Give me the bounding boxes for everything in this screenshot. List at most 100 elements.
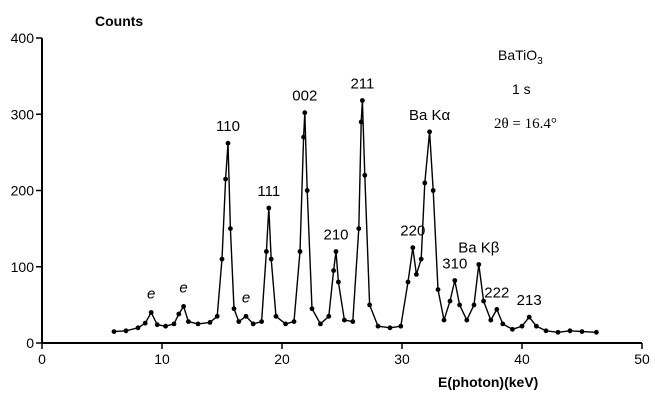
x-tick-label: 40 — [514, 351, 530, 367]
escape-peak-label: e — [242, 289, 250, 306]
data-point — [171, 321, 177, 327]
data-point — [225, 140, 231, 146]
data-point — [579, 329, 585, 334]
x-tick-label: 30 — [394, 351, 410, 367]
data-point — [534, 323, 539, 329]
info-box: BaTiO3 1 s 2θ = 16.4° — [494, 47, 557, 132]
peak-label: 211 — [350, 76, 374, 93]
y-tick-label: 0 — [26, 335, 34, 351]
y-tick-label: 200 — [11, 183, 35, 199]
escape-peak-label: e — [147, 286, 155, 303]
y-tick-label: 100 — [11, 259, 35, 275]
data-point — [214, 313, 220, 319]
data-point — [135, 325, 141, 331]
data-point — [435, 287, 441, 292]
data-point — [318, 321, 323, 327]
peak-label: 220 — [400, 223, 425, 240]
data-point — [186, 319, 191, 324]
data-point — [302, 110, 308, 116]
axes: 0 10 20 30 40 50 0 100 200 300 400 — [11, 30, 650, 367]
data-point — [422, 180, 428, 186]
data-point — [430, 188, 436, 193]
data-point — [405, 279, 411, 285]
data-point — [567, 328, 573, 334]
data-point — [555, 329, 561, 335]
peak-label: 110 — [216, 118, 240, 135]
time-label: 1 s — [512, 81, 531, 97]
data-point — [500, 321, 506, 327]
data-point — [283, 321, 288, 327]
data-point — [594, 329, 599, 335]
data-point — [427, 129, 432, 135]
data-point — [342, 317, 347, 323]
data-point — [259, 319, 264, 324]
x-ticks: 0 10 20 30 40 50 — [38, 343, 650, 367]
data-point — [510, 326, 515, 332]
data-point — [264, 249, 269, 254]
data-point — [163, 323, 169, 329]
data-point — [142, 320, 148, 326]
data-point — [367, 302, 372, 308]
data-point — [333, 249, 339, 254]
data-point — [350, 319, 356, 324]
data-point — [358, 119, 364, 125]
data-point — [273, 313, 279, 319]
peak-label: 002 — [292, 88, 317, 105]
peak-label: 310 — [442, 255, 467, 272]
x-tick-label: 10 — [154, 351, 170, 367]
data-point — [398, 323, 404, 329]
peak-label: 210 — [323, 227, 348, 244]
data-point — [195, 321, 201, 327]
y-ticks: 0 100 200 300 400 — [11, 30, 42, 351]
data-point — [441, 317, 447, 323]
data-point — [181, 304, 187, 309]
data-point — [488, 317, 494, 323]
x-tick-label: 20 — [274, 351, 290, 367]
data-point — [291, 319, 297, 324]
data-point — [356, 226, 362, 232]
data-point — [250, 321, 256, 327]
data-point — [410, 245, 416, 251]
data-point — [476, 262, 482, 267]
data-point — [452, 278, 458, 283]
data-point — [236, 319, 242, 324]
peak-label: 213 — [517, 292, 542, 309]
data-point — [360, 98, 365, 103]
y-tick-label: 400 — [11, 30, 35, 46]
x-tick-label: 0 — [38, 351, 46, 367]
data-point — [326, 313, 332, 319]
data-point — [447, 298, 453, 304]
data-point — [154, 322, 160, 328]
data-point — [494, 307, 500, 312]
data-point — [301, 134, 306, 140]
data-point — [457, 302, 462, 308]
data-point — [362, 172, 368, 178]
data-point — [331, 268, 336, 273]
data-point — [375, 323, 381, 329]
peak-label: 111 — [257, 183, 280, 200]
data-point — [228, 226, 233, 232]
material-base: BaTiO — [498, 47, 537, 63]
points-layer — [111, 98, 599, 335]
y-tick-label: 300 — [11, 106, 35, 122]
x-tick-label: 50 — [634, 351, 650, 367]
angle-label: 2θ = 16.4° — [494, 116, 557, 132]
data-point — [123, 328, 129, 334]
escape-peak-label: e — [179, 279, 187, 296]
data-point — [219, 256, 225, 262]
data-point — [297, 249, 303, 254]
data-point — [309, 306, 315, 312]
data-point — [471, 302, 477, 308]
data-point — [266, 205, 272, 211]
data-point — [336, 279, 341, 285]
data-point — [481, 298, 486, 304]
data-point — [148, 310, 154, 315]
data-point — [176, 311, 182, 317]
data-point — [387, 325, 393, 331]
data-point — [223, 176, 229, 182]
data-point — [304, 188, 310, 193]
data-point — [243, 313, 249, 319]
y-axis-label: Counts — [95, 13, 143, 29]
